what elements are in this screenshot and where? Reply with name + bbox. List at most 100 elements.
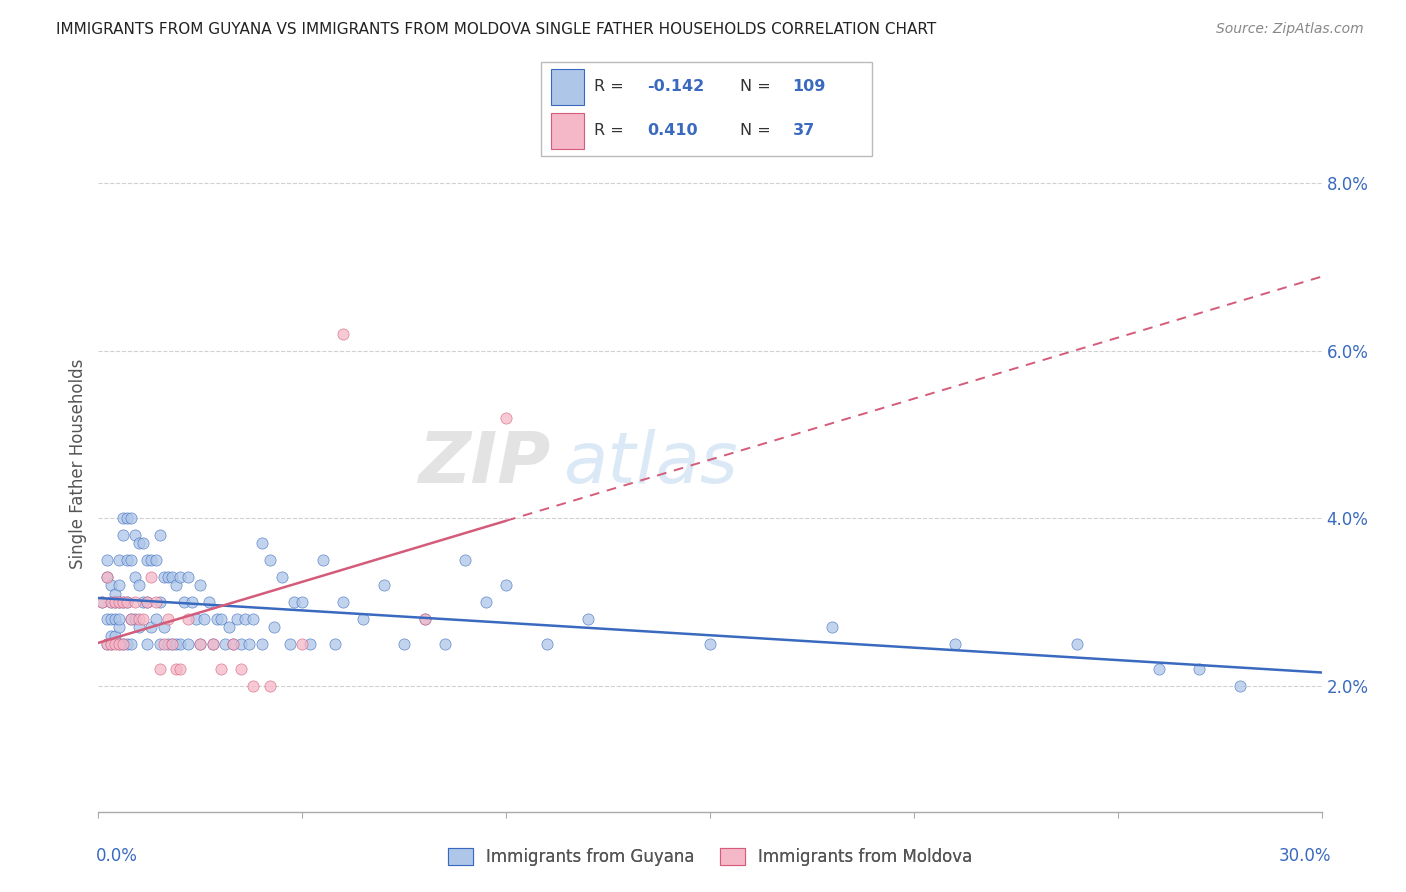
- Point: [193, 612, 215, 626]
- Point: [332, 326, 354, 341]
- Point: [104, 595, 127, 609]
- Point: [141, 620, 163, 634]
- Text: R =: R =: [595, 79, 628, 95]
- Point: [169, 570, 191, 584]
- Point: [111, 637, 134, 651]
- Point: [120, 612, 142, 626]
- Point: [115, 511, 138, 525]
- Point: [392, 637, 416, 651]
- Point: [145, 612, 167, 626]
- Point: [1066, 637, 1088, 651]
- Point: [156, 570, 179, 584]
- Text: Source: ZipAtlas.com: Source: ZipAtlas.com: [1216, 22, 1364, 37]
- Point: [111, 595, 134, 609]
- Point: [128, 612, 150, 626]
- Point: [96, 612, 118, 626]
- Point: [120, 511, 142, 525]
- FancyBboxPatch shape: [541, 62, 872, 156]
- Point: [188, 637, 212, 651]
- Point: [222, 637, 245, 651]
- Point: [111, 595, 134, 609]
- Point: [495, 578, 517, 592]
- Point: [186, 612, 208, 626]
- Point: [169, 662, 191, 676]
- Point: [104, 612, 127, 626]
- Point: [242, 679, 264, 693]
- Point: [218, 620, 240, 634]
- Point: [152, 637, 174, 651]
- Point: [231, 637, 253, 651]
- Point: [1147, 662, 1170, 676]
- Point: [115, 595, 138, 609]
- Text: R =: R =: [595, 123, 628, 138]
- Point: [152, 620, 174, 634]
- Point: [100, 637, 122, 651]
- Point: [108, 612, 131, 626]
- Point: [120, 637, 142, 651]
- Point: [238, 637, 260, 651]
- Point: [120, 553, 142, 567]
- Point: [177, 612, 200, 626]
- Point: [156, 612, 179, 626]
- Point: [108, 553, 131, 567]
- Point: [434, 637, 457, 651]
- Point: [188, 578, 212, 592]
- Bar: [551, 113, 585, 149]
- Point: [373, 578, 395, 592]
- Point: [165, 662, 187, 676]
- Point: [352, 612, 374, 626]
- Point: [104, 595, 127, 609]
- Point: [96, 570, 118, 584]
- Point: [233, 612, 256, 626]
- Point: [188, 637, 212, 651]
- Point: [124, 595, 146, 609]
- Point: [104, 587, 127, 601]
- Point: [124, 612, 146, 626]
- Point: [128, 536, 150, 550]
- Point: [120, 612, 142, 626]
- Point: [181, 595, 204, 609]
- Point: [108, 595, 131, 609]
- Point: [177, 637, 200, 651]
- Point: [141, 553, 163, 567]
- Point: [100, 595, 122, 609]
- Point: [413, 612, 436, 626]
- Bar: [551, 69, 585, 104]
- Point: [536, 637, 558, 651]
- Point: [104, 629, 127, 643]
- Point: [108, 578, 131, 592]
- Point: [197, 595, 219, 609]
- Point: [259, 679, 281, 693]
- Point: [263, 620, 285, 634]
- Point: [149, 595, 172, 609]
- Point: [136, 637, 159, 651]
- Point: [205, 612, 228, 626]
- Point: [100, 595, 122, 609]
- Point: [160, 570, 183, 584]
- Text: 30.0%: 30.0%: [1279, 847, 1331, 865]
- Point: [136, 595, 159, 609]
- Point: [124, 528, 146, 542]
- Point: [115, 637, 138, 651]
- Point: [91, 595, 114, 609]
- Point: [96, 637, 118, 651]
- Point: [209, 612, 232, 626]
- Point: [91, 595, 114, 609]
- Point: [1229, 679, 1251, 693]
- Point: [209, 662, 232, 676]
- Point: [323, 637, 346, 651]
- Point: [495, 410, 517, 425]
- Point: [115, 595, 138, 609]
- Point: [454, 553, 477, 567]
- Text: 109: 109: [793, 79, 825, 95]
- Point: [132, 595, 155, 609]
- Point: [104, 637, 127, 651]
- Point: [108, 595, 131, 609]
- Text: IMMIGRANTS FROM GUYANA VS IMMIGRANTS FROM MOLDOVA SINGLE FATHER HOUSEHOLDS CORRE: IMMIGRANTS FROM GUYANA VS IMMIGRANTS FRO…: [56, 22, 936, 37]
- Point: [250, 536, 273, 550]
- Point: [291, 637, 314, 651]
- Point: [108, 620, 131, 634]
- Point: [141, 570, 163, 584]
- Point: [169, 637, 191, 651]
- Text: 0.410: 0.410: [647, 123, 697, 138]
